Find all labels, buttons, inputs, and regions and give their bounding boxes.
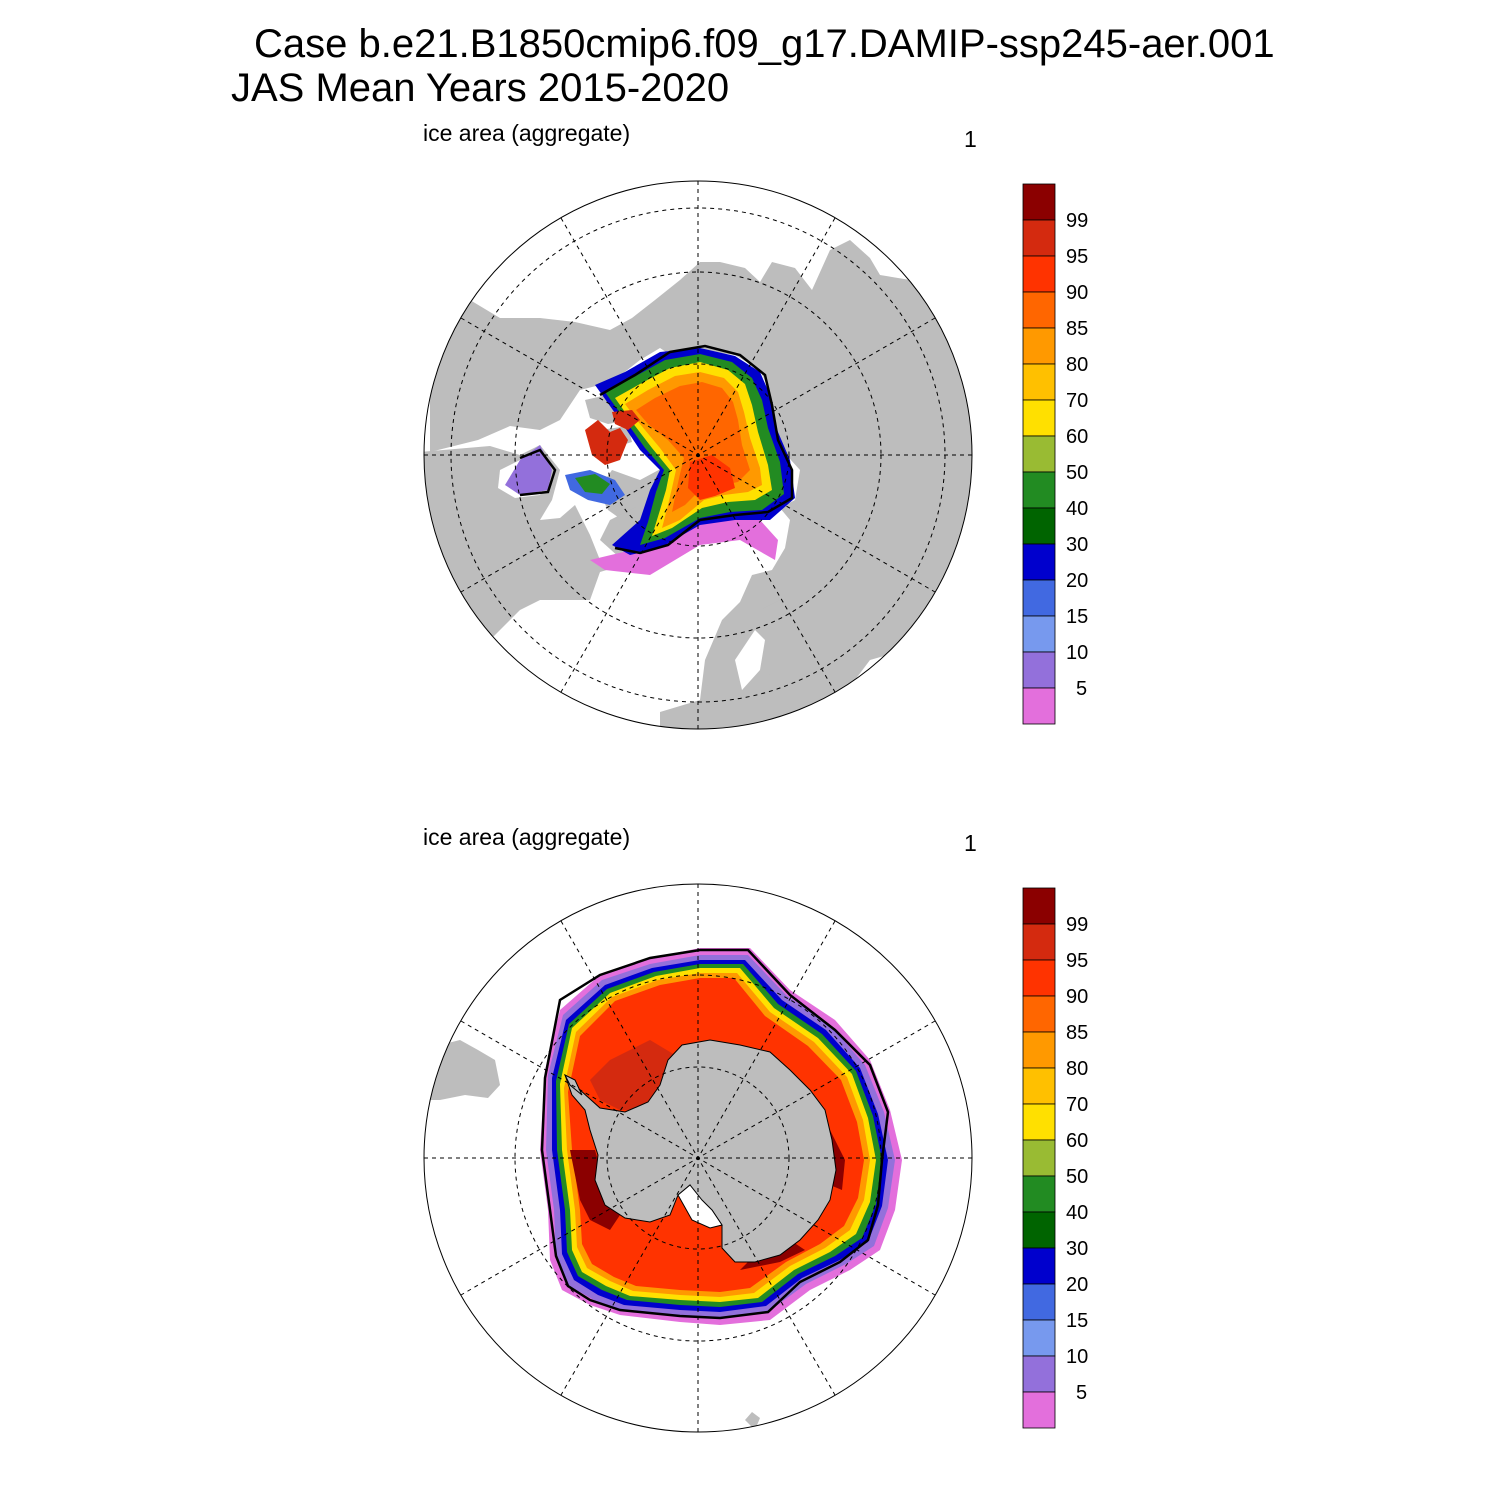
south-colorbar-box — [1022, 995, 1056, 1033]
south-colorbar-box — [1022, 1319, 1056, 1357]
arctic-ice-fringe-5 — [590, 512, 778, 575]
north-colorbar-label: 99 — [1066, 210, 1088, 232]
south-colorbar-label: 20 — [1066, 1274, 1088, 1296]
north-colorbar-label: 85 — [1066, 318, 1088, 340]
south-land-peninsula — [563, 1073, 583, 1096]
south-panel-label: ice area (aggregate) — [423, 824, 631, 850]
south-colorbar-label: 40 — [1066, 1202, 1088, 1224]
north-panel-number: 1 — [964, 126, 977, 152]
north-colorbar-box — [1022, 291, 1056, 329]
north-colorbar-label: 15 — [1066, 606, 1088, 628]
north-panel-label: ice area (aggregate) — [423, 120, 631, 146]
north-colorbar-label: 10 — [1066, 642, 1088, 664]
subtitle-season-years: JAS Mean Years 2015-2020 — [231, 66, 730, 110]
south-colorbar-label: 70 — [1066, 1094, 1088, 1116]
north-colorbar-box — [1022, 363, 1056, 401]
north-graticule — [424, 181, 972, 729]
south-colorbar-label: 60 — [1066, 1130, 1088, 1152]
antarctic-ice-edge-line — [540, 948, 890, 1320]
antarctic-ice-weddell-95 — [590, 1040, 675, 1110]
north-colorbar-box — [1022, 255, 1056, 293]
south-colorbar-label: 10 — [1066, 1346, 1088, 1368]
south-graticule — [424, 884, 972, 1432]
south-colorbar-label: 30 — [1066, 1238, 1088, 1260]
south-colorbar-box — [1022, 1283, 1056, 1321]
south-land-antarctica — [564, 1039, 837, 1263]
north-colorbar-box — [1022, 435, 1056, 473]
south-colorbar-box — [1022, 1067, 1056, 1105]
north-colorbar-label: 60 — [1066, 426, 1088, 448]
south-map-border — [423, 883, 973, 1433]
north-colorbar: 99 95 90 85 80 70 60 50 40 30 20 15 10 5 — [1022, 183, 1088, 725]
south-colorbar-box — [1022, 1391, 1056, 1429]
north-colorbar-label: 70 — [1066, 390, 1088, 412]
north-map-border — [423, 180, 973, 730]
south-colorbar-box — [1022, 887, 1056, 925]
south-colorbar-label: 15 — [1066, 1310, 1088, 1332]
north-land-eurasia — [430, 240, 972, 729]
north-colorbar-box — [1022, 471, 1056, 509]
south-colorbar: 99 95 90 85 80 70 60 50 40 30 20 15 10 5 — [1022, 887, 1088, 1429]
north-colorbar-box — [1022, 183, 1056, 221]
north-colorbar-box — [1022, 507, 1056, 545]
south-colorbar-box — [1022, 1247, 1056, 1285]
south-colorbar-box — [1022, 959, 1056, 997]
north-colorbar-box — [1022, 687, 1056, 725]
south-colorbar-label: 50 — [1066, 1166, 1088, 1188]
arctic-polar-map — [423, 180, 973, 730]
north-colorbar-box — [1022, 651, 1056, 689]
south-colorbar-box — [1022, 923, 1056, 961]
south-ross-ice-shelf — [677, 1184, 723, 1229]
south-colorbar-box — [1022, 1211, 1056, 1249]
north-colorbar-label: 20 — [1066, 570, 1088, 592]
south-colorbar-box — [1022, 1355, 1056, 1393]
south-colorbar-label: 85 — [1066, 1022, 1088, 1044]
north-colorbar-label: 5 — [1066, 678, 1087, 700]
south-colorbar-label: 99 — [1066, 914, 1088, 936]
north-colorbar-box — [1022, 327, 1056, 365]
south-colorbar-label: 95 — [1066, 950, 1088, 972]
north-colorbar-label: 50 — [1066, 462, 1088, 484]
arctic-ice-baffin-40 — [575, 474, 610, 494]
arctic-ice-archipelago-95 — [585, 410, 640, 465]
north-colorbar-label: 30 — [1066, 534, 1088, 556]
south-colorbar-box — [1022, 1139, 1056, 1177]
north-colorbar-box — [1022, 543, 1056, 581]
north-colorbar-label: 40 — [1066, 498, 1088, 520]
north-baltic — [735, 630, 765, 690]
north-colorbar-label: 90 — [1066, 282, 1088, 304]
north-colorbar-box — [1022, 399, 1056, 437]
north-colorbar-box — [1022, 219, 1056, 257]
south-colorbar-box — [1022, 1103, 1056, 1141]
main-title: Case b.e21.B1850cmip6.f09_g17.DAMIP-ssp2… — [254, 22, 1275, 66]
south-colorbar-box — [1022, 1175, 1056, 1213]
south-colorbar-label: 80 — [1066, 1058, 1088, 1080]
south-colorbar-label: 90 — [1066, 986, 1088, 1008]
north-colorbar-label: 80 — [1066, 354, 1088, 376]
north-colorbar-label: 95 — [1066, 246, 1088, 268]
north-colorbar-box — [1022, 615, 1056, 653]
south-colorbar-label: 5 — [1066, 1382, 1087, 1404]
south-panel-number: 1 — [964, 830, 977, 856]
antarctic-polar-map — [423, 883, 973, 1433]
south-colorbar-box — [1022, 1031, 1056, 1069]
north-colorbar-box — [1022, 579, 1056, 617]
